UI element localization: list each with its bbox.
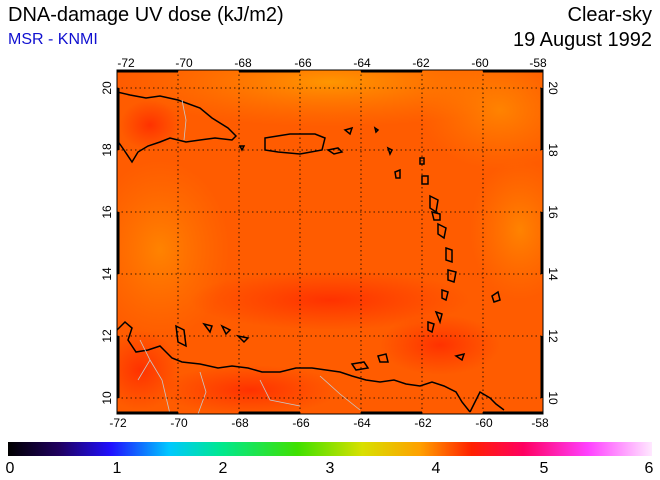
colorbar-label: 5 — [539, 460, 549, 477]
colorbar-label: 6 — [644, 460, 654, 477]
lon-tick-top: -60 — [471, 56, 489, 70]
lon-tick-top: -62 — [412, 56, 430, 70]
lat-tick-right: 16 — [546, 205, 560, 219]
lon-tick-bottom: -64 — [353, 416, 371, 430]
lat-tick-right: 12 — [546, 329, 560, 343]
sky-condition-label: Clear-sky — [567, 4, 652, 26]
lon-tick-top: -70 — [175, 56, 193, 70]
lon-tick-top: -58 — [529, 56, 547, 70]
lat-tick-left: 20 — [100, 81, 114, 95]
lon-tick-top: -64 — [353, 56, 371, 70]
colorbar-label: 0 — [5, 460, 15, 477]
colorbar-label: 4 — [431, 460, 441, 477]
lon-tick-bottom: -68 — [231, 416, 249, 430]
lat-tick-right: 10 — [546, 391, 560, 405]
lat-tick-left: 16 — [100, 205, 114, 219]
lat-tick-left: 18 — [100, 143, 114, 157]
map-title: DNA-damage UV dose (kJ/m2) — [8, 4, 284, 26]
lat-tick-left: 14 — [100, 267, 114, 281]
date-label: 19 August 1992 — [512, 29, 652, 51]
lon-tick-top: -68 — [234, 56, 252, 70]
lat-tick-left: 10 — [100, 391, 114, 405]
colorbar — [8, 442, 652, 456]
lon-tick-bottom: -72 — [109, 416, 127, 430]
coastlines — [117, 91, 505, 413]
lon-tick-top: -72 — [117, 56, 135, 70]
lat-tick-left: 12 — [100, 329, 114, 343]
colorbar-label: 2 — [218, 460, 228, 477]
graticule — [117, 70, 543, 414]
source-label: MSR - KNMI — [8, 31, 98, 48]
lat-tick-right: 14 — [546, 267, 560, 281]
borders — [137, 99, 361, 414]
lon-tick-bottom: -66 — [292, 416, 310, 430]
lat-tick-right: 18 — [546, 143, 560, 157]
lat-tick-right: 20 — [546, 81, 560, 95]
colorbar-label: 1 — [112, 460, 122, 477]
lon-tick-bottom: -70 — [170, 416, 188, 430]
lon-tick-bottom: -62 — [414, 416, 432, 430]
map-frame — [116, 69, 544, 415]
lon-tick-bottom: -60 — [475, 416, 493, 430]
uv-dose-field — [117, 70, 543, 414]
colorbar-label: 3 — [325, 460, 335, 477]
lon-tick-top: -66 — [294, 56, 312, 70]
lon-tick-bottom: -58 — [531, 416, 549, 430]
